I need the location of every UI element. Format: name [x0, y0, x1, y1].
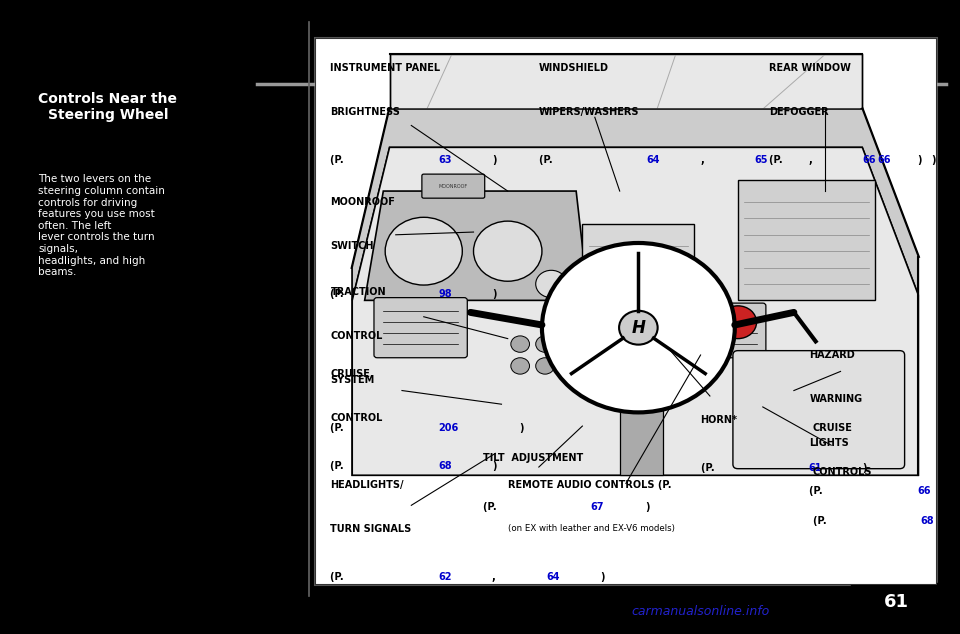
Text: REMOTE AUDIO CONTROLS (P.: REMOTE AUDIO CONTROLS (P. — [508, 479, 675, 489]
Text: SYSTEM: SYSTEM — [330, 375, 374, 385]
Circle shape — [719, 306, 756, 339]
Text: (P.: (P. — [539, 155, 556, 165]
Circle shape — [536, 270, 566, 297]
Text: CRUISE: CRUISE — [330, 369, 371, 378]
Circle shape — [536, 358, 554, 374]
Text: 61: 61 — [884, 593, 909, 611]
Text: 98: 98 — [439, 289, 452, 299]
Polygon shape — [365, 191, 588, 301]
Text: CONTROL: CONTROL — [330, 331, 383, 340]
Text: REAR WINDOW: REAR WINDOW — [769, 63, 851, 73]
Polygon shape — [352, 147, 919, 476]
Text: CRUISE: CRUISE — [812, 424, 852, 433]
Text: 64: 64 — [647, 155, 660, 165]
Text: ): ) — [931, 155, 935, 165]
Text: 63: 63 — [439, 155, 452, 165]
FancyBboxPatch shape — [732, 351, 904, 469]
FancyBboxPatch shape — [851, 583, 943, 620]
Circle shape — [511, 358, 530, 374]
Text: INSTRUMENT PANEL: INSTRUMENT PANEL — [330, 63, 441, 73]
Polygon shape — [620, 399, 663, 476]
Text: (P.: (P. — [483, 501, 500, 512]
Circle shape — [619, 311, 658, 345]
Text: WARNING: WARNING — [809, 394, 862, 404]
Text: (P.: (P. — [769, 155, 786, 165]
Circle shape — [385, 217, 463, 285]
Text: ): ) — [862, 463, 867, 474]
FancyBboxPatch shape — [315, 38, 937, 585]
Text: carmanualsonline.info: carmanualsonline.info — [632, 605, 770, 618]
Text: 61: 61 — [808, 463, 822, 474]
Text: DEFOGGER: DEFOGGER — [769, 107, 828, 117]
FancyBboxPatch shape — [374, 297, 468, 358]
Polygon shape — [352, 109, 919, 301]
Text: WIPERS/WASHERS: WIPERS/WASHERS — [539, 107, 639, 117]
Text: ): ) — [519, 423, 524, 433]
Text: HAZARD: HAZARD — [809, 349, 855, 359]
Text: ): ) — [600, 572, 605, 582]
Text: SWITCH: SWITCH — [330, 240, 374, 250]
Text: 66: 66 — [877, 155, 891, 165]
Text: MOONROOF: MOONROOF — [439, 184, 468, 189]
Text: LIGHTS: LIGHTS — [809, 437, 850, 448]
Circle shape — [473, 221, 542, 281]
Text: The two levers on the
steering column contain
controls for driving
features you : The two levers on the steering column co… — [38, 174, 165, 277]
Text: ,: , — [701, 155, 708, 165]
Text: ,: , — [809, 155, 816, 165]
Text: 64: 64 — [546, 572, 560, 582]
Circle shape — [542, 243, 734, 412]
Text: 62: 62 — [439, 572, 452, 582]
Text: (P.: (P. — [812, 515, 829, 526]
FancyBboxPatch shape — [698, 303, 766, 358]
Text: (P.: (P. — [809, 486, 827, 496]
Text: 66: 66 — [863, 155, 876, 165]
Text: (P.: (P. — [701, 463, 717, 474]
Text: 67: 67 — [590, 501, 605, 512]
Text: (P.: (P. — [330, 423, 348, 433]
FancyBboxPatch shape — [315, 38, 937, 585]
Text: Controls Near the
Steering Wheel: Controls Near the Steering Wheel — [38, 92, 178, 122]
Text: TILT  ADJUSTMENT: TILT ADJUSTMENT — [483, 453, 583, 463]
Circle shape — [536, 336, 554, 353]
Text: ): ) — [492, 289, 497, 299]
FancyBboxPatch shape — [421, 174, 485, 198]
Text: (on EX with leather and EX-V6 models): (on EX with leather and EX-V6 models) — [508, 524, 675, 533]
Text: (P.: (P. — [330, 572, 348, 582]
Text: (P.: (P. — [330, 461, 348, 471]
Text: ): ) — [492, 155, 497, 165]
Text: 66: 66 — [918, 486, 931, 496]
FancyBboxPatch shape — [583, 224, 694, 377]
Polygon shape — [390, 55, 862, 109]
Text: HORN*: HORN* — [701, 415, 737, 425]
Text: HEADLIGHTS/: HEADLIGHTS/ — [330, 479, 404, 489]
Polygon shape — [352, 109, 919, 476]
Text: ): ) — [645, 501, 649, 512]
Text: WINDSHIELD: WINDSHIELD — [539, 63, 609, 73]
Text: ): ) — [492, 461, 497, 471]
Text: ,: , — [492, 572, 499, 582]
Text: 206: 206 — [439, 423, 459, 433]
Circle shape — [511, 336, 530, 353]
Text: ): ) — [917, 155, 922, 165]
Text: H: H — [632, 319, 645, 337]
Text: TURN SIGNALS: TURN SIGNALS — [330, 524, 412, 534]
Text: CONTROL: CONTROL — [330, 413, 383, 423]
Text: 68: 68 — [439, 461, 452, 471]
Text: BRIGHTNESS: BRIGHTNESS — [330, 107, 400, 117]
Text: MOONROOF: MOONROOF — [330, 197, 396, 207]
Text: (P.: (P. — [330, 155, 348, 165]
Text: TRACTION: TRACTION — [330, 287, 386, 297]
Text: CONTROLS: CONTROLS — [812, 467, 872, 477]
Text: 65: 65 — [755, 155, 768, 165]
FancyBboxPatch shape — [738, 180, 875, 301]
Text: 68: 68 — [921, 515, 934, 526]
Text: (P.: (P. — [330, 289, 348, 299]
